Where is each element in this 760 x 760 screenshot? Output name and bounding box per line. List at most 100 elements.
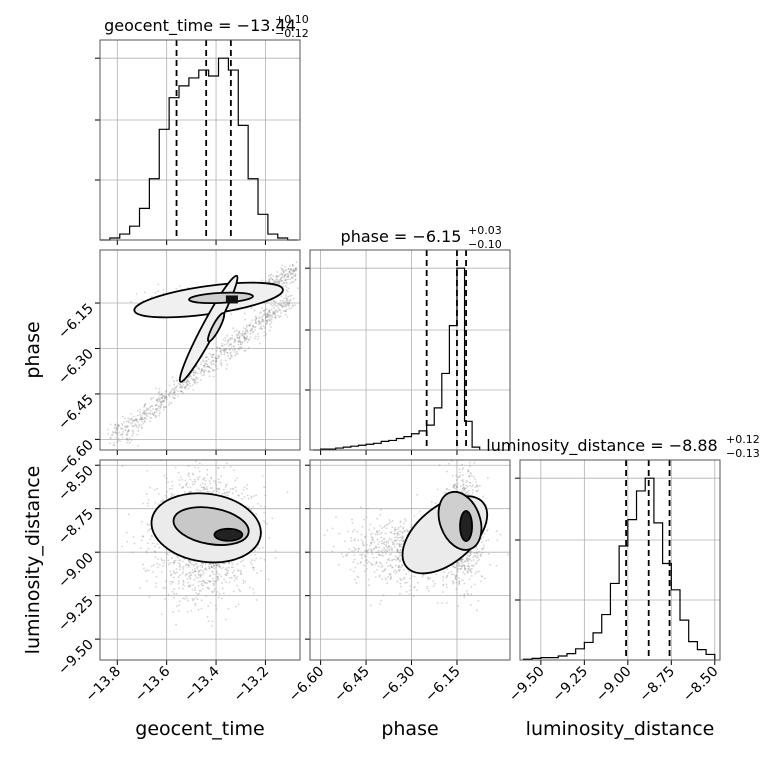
scatter-point bbox=[382, 594, 385, 596]
scatter-point bbox=[153, 488, 156, 491]
scatter-point bbox=[468, 475, 471, 478]
scatter-point bbox=[351, 518, 353, 521]
scatter-point bbox=[258, 547, 261, 550]
scatter-point bbox=[176, 379, 179, 382]
scatter-point bbox=[276, 275, 279, 278]
scatter-point bbox=[383, 538, 386, 540]
scatter-point bbox=[237, 334, 240, 336]
scatter-point bbox=[159, 407, 161, 410]
scatter-point bbox=[130, 413, 133, 415]
scatter-point bbox=[266, 314, 269, 316]
scatter-point bbox=[427, 577, 430, 579]
scatter-point bbox=[209, 482, 212, 485]
scatter-point bbox=[271, 316, 274, 319]
scatter-point bbox=[152, 413, 155, 416]
scatter-point bbox=[258, 327, 261, 330]
scatter-point bbox=[168, 392, 171, 395]
scatter-point bbox=[236, 350, 238, 353]
scatter-point bbox=[463, 593, 466, 596]
scatter-point bbox=[116, 427, 119, 430]
scatter-point bbox=[472, 476, 475, 478]
scatter-point bbox=[185, 573, 188, 575]
scatter-point bbox=[218, 491, 221, 494]
scatter-point bbox=[160, 613, 163, 615]
scatter-point bbox=[153, 550, 156, 553]
scatter-point bbox=[131, 551, 134, 554]
scatter-point bbox=[193, 564, 196, 567]
scatter-point bbox=[254, 315, 257, 318]
scatter-point bbox=[186, 384, 189, 387]
scatter-point bbox=[121, 465, 124, 467]
scatter-point bbox=[294, 279, 297, 281]
scatter-point bbox=[398, 533, 401, 536]
scatter-point bbox=[195, 488, 198, 491]
scatter-point bbox=[164, 397, 166, 400]
scatter-point bbox=[157, 391, 160, 394]
scatter-point bbox=[215, 357, 218, 360]
y-tick-label: −9.00 bbox=[55, 550, 97, 592]
scatter-point bbox=[205, 595, 208, 597]
scatter-point bbox=[275, 275, 278, 278]
scatter-point bbox=[294, 267, 297, 270]
scatter-point bbox=[236, 563, 239, 566]
scatter-point bbox=[237, 347, 239, 350]
scatter-point bbox=[272, 311, 274, 313]
scatter-point bbox=[147, 523, 150, 526]
scatter-point bbox=[466, 491, 469, 494]
scatter-point bbox=[370, 541, 373, 544]
scatter-point bbox=[387, 541, 390, 544]
scatter-point bbox=[252, 566, 255, 569]
scatter-point bbox=[116, 432, 119, 435]
scatter-point bbox=[258, 321, 261, 323]
scatter-point bbox=[156, 398, 159, 401]
scatter-point bbox=[214, 580, 216, 583]
scatter-point bbox=[189, 585, 192, 588]
scatter-point bbox=[192, 584, 195, 586]
scatter-point bbox=[393, 529, 396, 532]
scatter-point bbox=[189, 385, 192, 388]
scatter-point bbox=[160, 405, 162, 408]
scatter-point bbox=[474, 561, 477, 564]
scatter-point bbox=[193, 478, 196, 481]
scatter-point bbox=[238, 336, 241, 339]
scatter-point bbox=[211, 570, 214, 573]
scatter-point bbox=[181, 566, 184, 569]
scatter-point bbox=[126, 424, 129, 427]
scatter-point bbox=[206, 586, 209, 589]
scatter-point bbox=[283, 274, 286, 276]
scatter-point bbox=[149, 409, 152, 412]
scatter-point bbox=[203, 373, 206, 376]
scatter-point bbox=[211, 356, 214, 359]
scatter-point bbox=[297, 287, 299, 290]
scatter-point bbox=[186, 610, 189, 613]
scatter-point bbox=[145, 569, 148, 572]
scatter-point bbox=[221, 587, 224, 590]
scatter-point bbox=[178, 479, 181, 481]
scatter-point bbox=[399, 579, 402, 582]
scatter-point bbox=[398, 570, 401, 572]
panel-frame bbox=[99, 39, 301, 241]
scatter-point bbox=[243, 335, 245, 337]
scatter-point bbox=[217, 354, 220, 357]
scatter-point bbox=[468, 475, 471, 478]
scatter-point bbox=[221, 344, 224, 347]
scatter-point bbox=[287, 278, 290, 281]
scatter-point bbox=[269, 317, 272, 320]
scatter-point bbox=[268, 278, 271, 281]
scatter-point bbox=[237, 340, 240, 343]
scatter-point bbox=[246, 341, 249, 344]
scatter-point bbox=[148, 528, 151, 531]
scatter-point bbox=[181, 572, 184, 575]
scatter-point bbox=[486, 528, 489, 531]
scatter-point bbox=[389, 574, 392, 577]
scatter-point bbox=[395, 559, 397, 561]
scatter-point bbox=[285, 304, 287, 306]
scatter-point bbox=[359, 561, 362, 564]
scatter-point bbox=[409, 526, 412, 528]
scatter-point bbox=[240, 346, 243, 349]
scatter-point bbox=[224, 348, 227, 350]
scatter-point bbox=[256, 337, 259, 340]
scatter-point bbox=[152, 542, 154, 545]
scatter-point bbox=[127, 429, 130, 431]
scatter-point bbox=[386, 582, 389, 585]
